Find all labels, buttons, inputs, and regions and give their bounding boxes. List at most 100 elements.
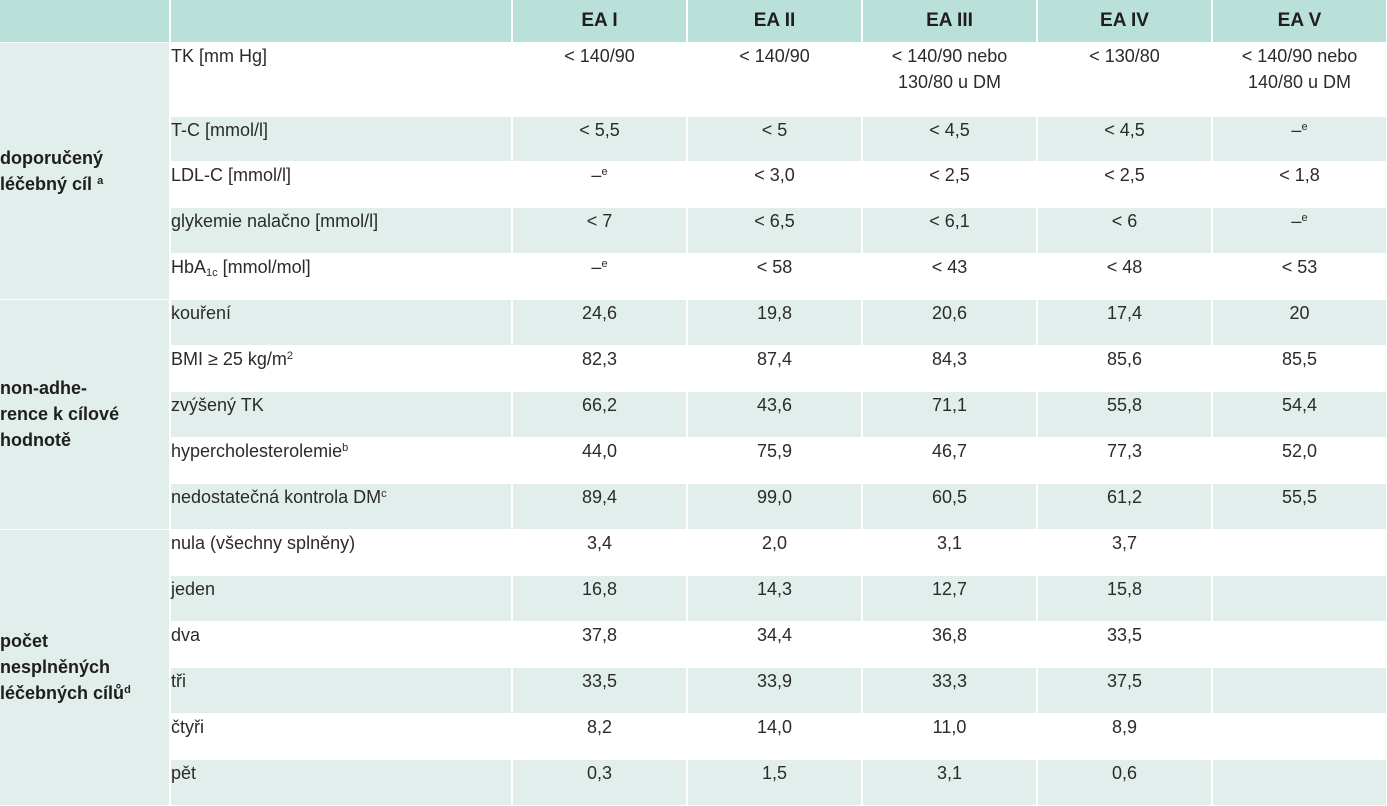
table-row: non-adhe- rence k cílové hodnotě kouření… [0, 299, 1387, 530]
table-cell: 33,3 [862, 667, 1038, 714]
table-cell: 12,7 [862, 575, 1038, 622]
row-label: kouření [170, 299, 513, 346]
table-cell: 33,9 [687, 667, 863, 714]
table-cell: < 43 [862, 253, 1038, 300]
row-label: tři [170, 667, 513, 714]
table-cell: 36,8 [862, 621, 1038, 668]
table-row: glykemie nalačno [mmol/l] < 7 < 6,5 < 6,… [0, 207, 1387, 254]
row-label: jeden [170, 575, 513, 622]
table-cell: < 140/90 nebo 140/80 u DM [1212, 42, 1387, 117]
table-cell: 54,4 [1212, 391, 1387, 438]
col-header-ea1: EA I [512, 0, 688, 43]
table-cell: 3,7 [1037, 529, 1213, 576]
table-cell: < 140/90 [687, 42, 863, 117]
table-row: hypercholesterolemieb 44,0 75,9 46,7 77,… [0, 437, 1387, 484]
table-row: jeden 16,8 14,3 12,7 15,8 [0, 575, 1387, 622]
table-cell: < 7 [512, 207, 688, 254]
table-cell: 46,7 [862, 437, 1038, 484]
col-header-ea4: EA IV [1037, 0, 1213, 43]
table-cell: 34,4 [687, 621, 863, 668]
header-corner [0, 0, 171, 43]
row-label: BMI ≥ 25 kg/m2 [170, 345, 513, 392]
table-cell: < 5,5 [512, 116, 688, 162]
table-cell: < 6,1 [862, 207, 1038, 254]
table-cell: 0,6 [1037, 759, 1213, 806]
table-cell [1212, 713, 1387, 760]
table-cell: < 140/90 [512, 42, 688, 117]
table-cell [1212, 667, 1387, 714]
table-cell [1212, 759, 1387, 806]
table-cell: 52,0 [1212, 437, 1387, 484]
table-cell: 14,3 [687, 575, 863, 622]
table-row: počet nesplněných léčebných cílůd nula (… [0, 529, 1387, 806]
table-cell: 19,8 [687, 299, 863, 346]
table-cell: 99,0 [687, 483, 863, 530]
table-row: čtyři 8,2 14,0 11,0 8,9 [0, 713, 1387, 760]
table-cell [1212, 621, 1387, 668]
table-cell: < 5 [687, 116, 863, 162]
header-row: EA I EA II EA III EA IV EA V [0, 0, 1387, 43]
table-cell: 55,8 [1037, 391, 1213, 438]
table-cell: 43,6 [687, 391, 863, 438]
table-cell: 2,0 [687, 529, 863, 576]
table-cell: 89,4 [512, 483, 688, 530]
table-cell: 75,9 [687, 437, 863, 484]
table-row: pět 0,3 1,5 3,1 0,6 [0, 759, 1387, 806]
table-cell: < 130/80 [1037, 42, 1213, 117]
col-header-ea5: EA V [1212, 0, 1387, 43]
table-cell: 8,2 [512, 713, 688, 760]
table-row: nedostatečná kontrola DMc 89,4 99,0 60,5… [0, 483, 1387, 530]
table-cell: 20 [1212, 299, 1387, 346]
group-label-treatment-goal: doporučený léčebný cíl a [0, 42, 171, 300]
table-cell: < 4,5 [862, 116, 1038, 162]
table-cell [1212, 529, 1387, 576]
row-label: nedostatečná kontrola DMc [170, 483, 513, 530]
table-cell: < 48 [1037, 253, 1213, 300]
table-cell: 3,4 [512, 529, 688, 576]
row-label: glykemie nalačno [mmol/l] [170, 207, 513, 254]
row-label: HbA1c [mmol/mol] [170, 253, 513, 300]
row-label: pět [170, 759, 513, 806]
table-cell: –e [512, 253, 688, 300]
table-cell: 37,5 [1037, 667, 1213, 714]
row-label: nula (všechny splněny) [170, 529, 513, 576]
table-cell: 20,6 [862, 299, 1038, 346]
row-label: hypercholesterolemieb [170, 437, 513, 484]
table-cell: 16,8 [512, 575, 688, 622]
table-cell: 84,3 [862, 345, 1038, 392]
table-cell: 14,0 [687, 713, 863, 760]
table-cell: 17,4 [1037, 299, 1213, 346]
table-row: HbA1c [mmol/mol] –e < 58 < 43 < 48 < 53 [0, 253, 1387, 300]
table-row: zvýšený TK 66,2 43,6 71,1 55,8 54,4 [0, 391, 1387, 438]
table-cell: < 2,5 [1037, 161, 1213, 208]
table-cell: < 58 [687, 253, 863, 300]
table-cell: 85,5 [1212, 345, 1387, 392]
table-cell: < 2,5 [862, 161, 1038, 208]
table-cell: < 1,8 [1212, 161, 1387, 208]
group-label-non-adherence: non-adhe- rence k cílové hodnotě [0, 299, 171, 530]
table-cell: 87,4 [687, 345, 863, 392]
header-label-col [170, 0, 513, 43]
table-cell: –e [512, 161, 688, 208]
table-cell: 33,5 [1037, 621, 1213, 668]
row-label: LDL-C [mmol/l] [170, 161, 513, 208]
table-cell: 66,2 [512, 391, 688, 438]
table-cell: < 3,0 [687, 161, 863, 208]
table-cell: 44,0 [512, 437, 688, 484]
table-cell: –e [1212, 207, 1387, 254]
table-cell: < 6,5 [687, 207, 863, 254]
table-cell: < 6 [1037, 207, 1213, 254]
col-header-ea3: EA III [862, 0, 1038, 43]
table-cell: < 53 [1212, 253, 1387, 300]
table-cell: 77,3 [1037, 437, 1213, 484]
row-label: čtyři [170, 713, 513, 760]
table-cell: < 4,5 [1037, 116, 1213, 162]
table-cell [1212, 575, 1387, 622]
row-label: dva [170, 621, 513, 668]
table-cell: 60,5 [862, 483, 1038, 530]
table-cell: 55,5 [1212, 483, 1387, 530]
row-label: zvýšený TK [170, 391, 513, 438]
table-cell: 3,1 [862, 759, 1038, 806]
table-cell: 61,2 [1037, 483, 1213, 530]
table-cell: –e [1212, 116, 1387, 162]
